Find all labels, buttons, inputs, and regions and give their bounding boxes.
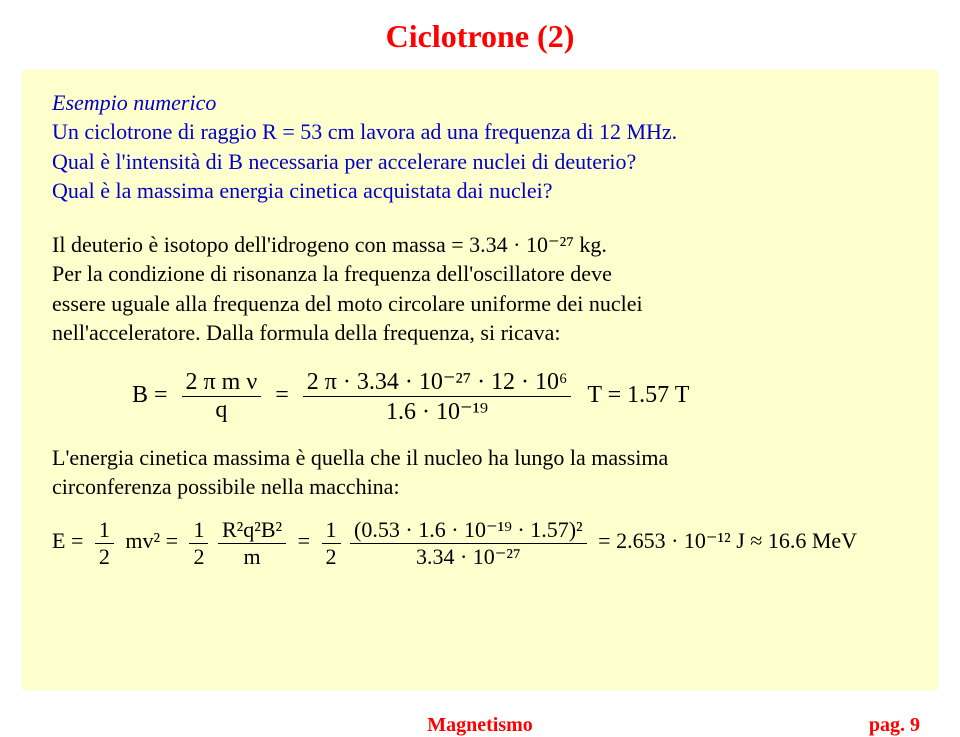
eq1-mid: = [275,382,289,408]
sol1-line-2: essere uguale alla frequenza del moto ci… [52,290,908,318]
sol1-line-0: Il deuterio è isotopo dell'idrogeno con … [52,231,908,259]
eq2-frac4-num: 1 [322,517,341,544]
problem-line-1: Qual è l'intensità di B necessaria per a… [52,148,908,176]
eq2-frac5-den: 3.34 · 10⁻²⁷ [350,544,587,570]
eq2-frac2: 1 2 [189,517,208,570]
eq2-frac1-den: 2 [95,544,114,570]
eq2-frac1-num: 1 [95,517,114,544]
equation-2: E = 1 2 mv² = 1 2 R²q²B² m = 1 2 (0.53 [52,517,908,570]
eq1-lhs: B = [132,382,168,408]
sol2-line-1: circonferenza possibile nella macchina: [52,473,908,501]
eq2-frac3-num: R²q²B² [218,517,286,544]
eq1-frac2: 2 π · 3.34 · 10⁻²⁷ · 12 · 10⁶ 1.6 · 10⁻¹… [303,367,572,426]
problem-line-2: Qual è la massima energia cinetica acqui… [52,177,908,205]
example-heading-text: Esempio numerico [52,90,216,115]
sol1-line-3: nell'acceleratore. Dalla formula della f… [52,319,908,347]
eq1-frac1: 2 π m ν q [182,369,262,424]
solution-paragraph-1: Il deuterio è isotopo dell'idrogeno con … [52,231,908,347]
eq1-frac2-den: 1.6 · 10⁻¹⁹ [303,397,572,426]
eq1-frac1-den: q [182,397,262,424]
problem-text: Un ciclotrone di raggio R = 53 cm lavora… [52,118,908,205]
eq1-frac1-num: 2 π m ν [182,369,262,397]
eq1-result: T = 1.57 T [587,382,689,408]
eq2-frac1: 1 2 [95,517,114,570]
example-heading: Esempio numerico [52,90,908,116]
solution-paragraph-2: L'energia cinetica massima è quella che … [52,444,908,501]
sol1-line-1: Per la condizione di risonanza la freque… [52,260,908,288]
footer-center: Magnetismo [0,714,960,737]
footer-page: pag. 9 [869,714,920,737]
eq2-frac3-den: m [218,544,286,570]
sol2-line-0: L'energia cinetica massima è quella che … [52,444,908,472]
eq2-frac2-num: 1 [189,517,208,544]
title-text: Ciclotrone (2) [386,18,575,54]
eq2-result: = 2.653 · 10⁻¹² J ≈ 16.6 MeV [598,528,857,553]
eq2-mv2: mv² = [125,528,178,553]
eq2-frac3: R²q²B² m [218,517,286,570]
eq2-frac2-den: 2 [189,544,208,570]
problem-line-0: Un ciclotrone di raggio R = 53 cm lavora… [52,118,908,146]
eq2-mid2: = [298,528,310,553]
eq2-frac5-num: (0.53 · 1.6 · 10⁻¹⁹ · 1.57)² [350,517,587,544]
body: Esempio numerico Un ciclotrone di raggio… [52,90,908,570]
eq1-frac2-num: 2 π · 3.34 · 10⁻²⁷ · 12 · 10⁶ [303,367,572,397]
eq2-frac5: (0.53 · 1.6 · 10⁻¹⁹ · 1.57)² 3.34 · 10⁻²… [350,517,587,570]
page-title: Ciclotrone (2) [0,18,960,55]
equation-1: B = 2 π m ν q = 2 π · 3.34 · 10⁻²⁷ · 12 … [132,367,908,426]
eq2-frac4: 1 2 [322,517,341,570]
eq2-frac4-den: 2 [322,544,341,570]
eq2-lhs: E = [52,528,83,553]
